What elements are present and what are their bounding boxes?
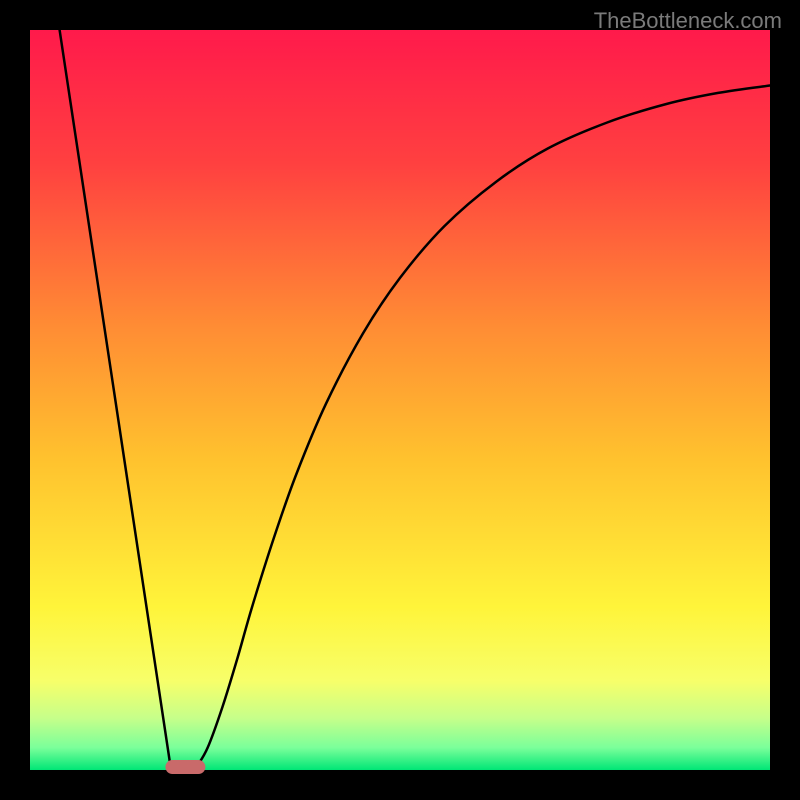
gradient-background: [30, 30, 770, 770]
bottleneck-chart: TheBottleneck.com: [0, 0, 800, 800]
chart-svg: [0, 0, 800, 800]
attribution-text: TheBottleneck.com: [594, 8, 782, 34]
bottleneck-marker: [165, 760, 205, 774]
